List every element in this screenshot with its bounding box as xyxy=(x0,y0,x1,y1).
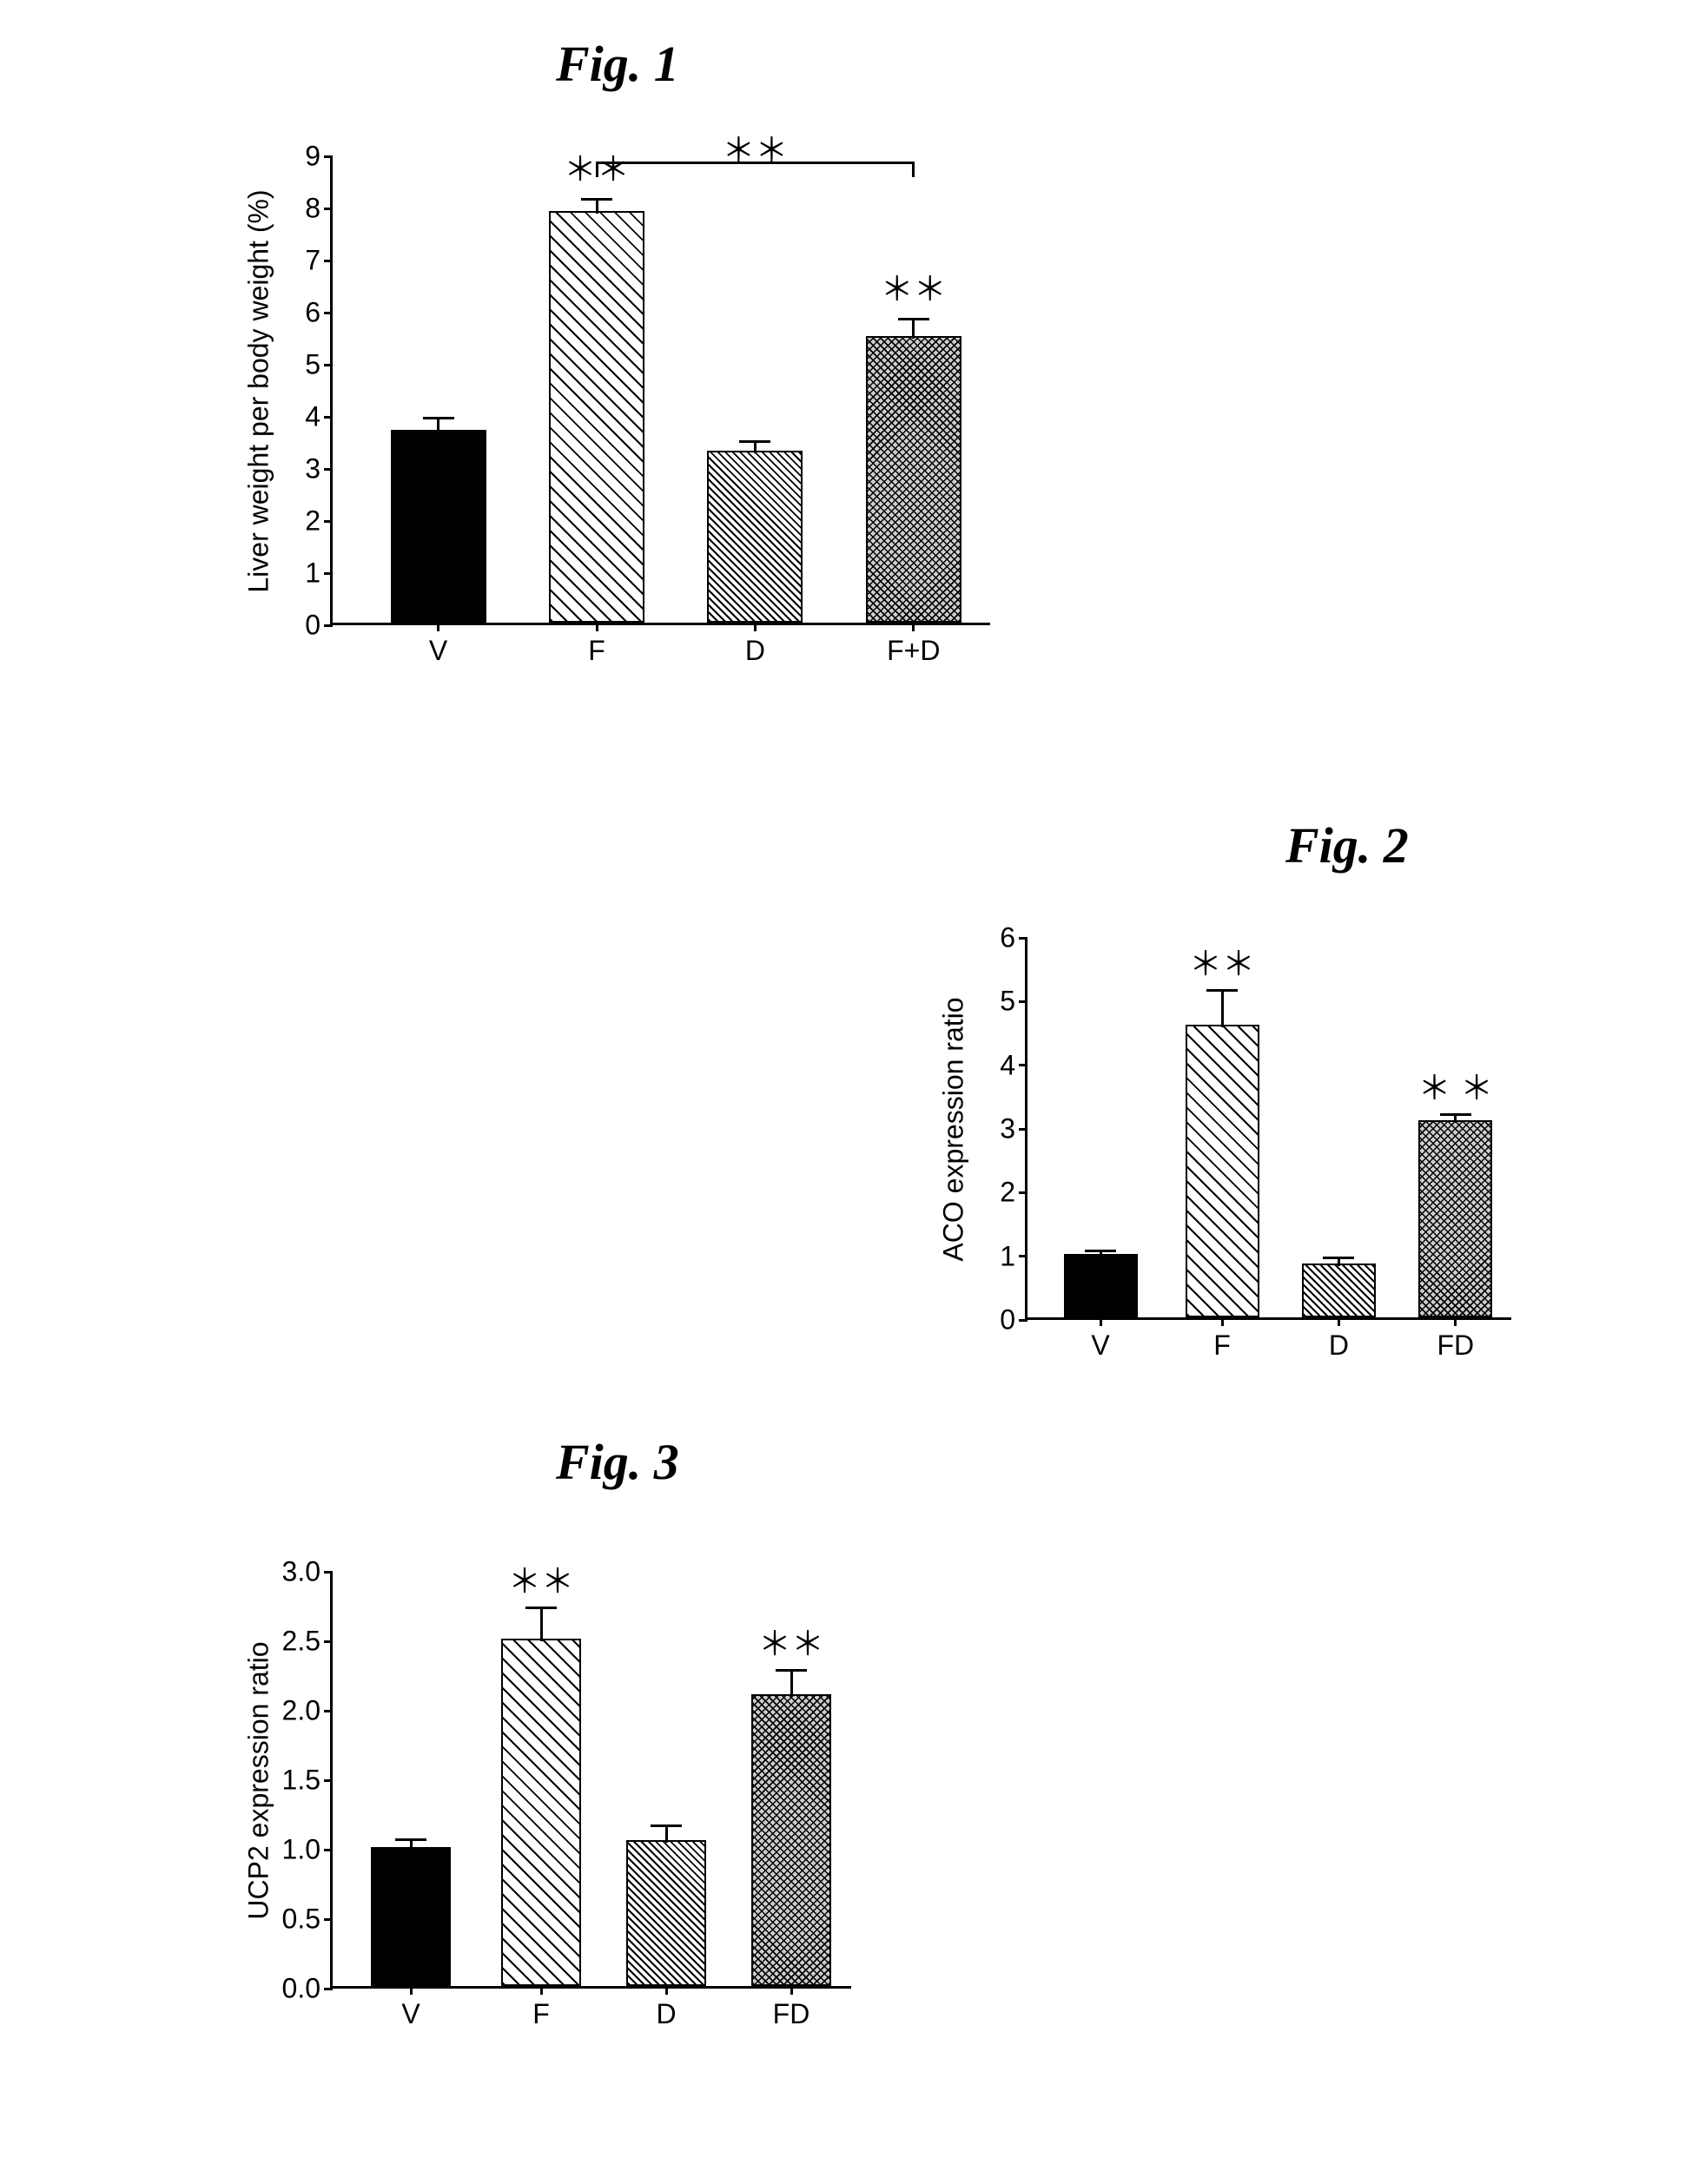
fig2-ytick-label: 0 xyxy=(1000,1304,1028,1336)
fig1-title: Fig. 1 xyxy=(556,35,679,93)
fig3-plot-area: 0.00.51.01.52.02.53.0UCP2 expression rat… xyxy=(330,1572,851,1989)
fig2-bar-D xyxy=(1302,1264,1376,1317)
fig1-xtick-label: D xyxy=(745,623,765,667)
fig3-xtick-label: D xyxy=(656,1986,676,2030)
fig3-ytick-label: 0.0 xyxy=(282,1973,333,2005)
fig3-errorbar-cap xyxy=(525,1607,557,1609)
fig3-ytick-label: 2.5 xyxy=(282,1626,333,1658)
fig1-xtick-label: F xyxy=(588,623,605,667)
fig1-ytick-label: 6 xyxy=(305,297,333,329)
fig3-significance-marker: ＊＊ xyxy=(508,1554,574,1602)
fig2-bar-F xyxy=(1186,1025,1259,1317)
fig1-bar-D xyxy=(707,451,803,623)
fig1-ytick-label: 8 xyxy=(305,193,333,225)
fig1-bracket-label: ＊＊ xyxy=(722,123,788,171)
fig2-ytick-label: 2 xyxy=(1000,1177,1028,1209)
fig2-significance-marker: ＊ ＊ xyxy=(1418,1061,1494,1109)
fig2-errorbar-cap xyxy=(1440,1113,1471,1116)
fig1-errorbar-cap xyxy=(423,417,454,419)
fig1-ytick-label: 0 xyxy=(305,610,333,642)
fig3-errorbar xyxy=(665,1824,668,1843)
fig1-plot-area: 0123456789Liver weight per body weight (… xyxy=(330,156,990,625)
fig2-title: Fig. 2 xyxy=(1285,816,1409,874)
fig1-ytick-label: 2 xyxy=(305,505,333,538)
fig3-errorbar-cap xyxy=(651,1824,682,1827)
fig3-chart: 0.00.51.01.52.02.53.0UCP2 expression rat… xyxy=(330,1572,851,1989)
fig3-ytick-label: 1.0 xyxy=(282,1834,333,1866)
fig3-ytick-label: 1.5 xyxy=(282,1765,333,1797)
fig2-bar-V xyxy=(1064,1254,1138,1317)
fig3-significance-marker: ＊＊ xyxy=(758,1617,824,1665)
fig2-xtick-label: F xyxy=(1213,1317,1231,1362)
fig2-ytick-label: 1 xyxy=(1000,1240,1028,1272)
fig3-ytick-label: 0.5 xyxy=(282,1904,333,1936)
fig3-title: Fig. 3 xyxy=(556,1433,679,1491)
fig2-chart: 0123456ACO expression ratioVFDFD＊＊＊ ＊ xyxy=(1025,938,1511,1320)
fig2-errorbar-cap xyxy=(1206,989,1238,992)
fig2-xtick-label: D xyxy=(1329,1317,1349,1362)
fig1-errorbar xyxy=(912,318,915,339)
fig2-ylabel: ACO expression ratio xyxy=(938,939,970,1321)
fig1-ytick-label: 3 xyxy=(305,453,333,485)
fig1-ytick-label: 7 xyxy=(305,245,333,277)
fig3-xtick-label: F xyxy=(532,1986,550,2030)
fig1-xtick-label: V xyxy=(429,623,447,667)
fig1-ytick-label: 1 xyxy=(305,558,333,590)
fig2-ytick-label: 4 xyxy=(1000,1049,1028,1081)
fig2-ytick-label: 5 xyxy=(1000,986,1028,1018)
fig2-bar-FD xyxy=(1418,1120,1492,1317)
fig3-errorbar xyxy=(540,1607,543,1641)
fig2-plot-area: 0123456ACO expression ratioVFDFD＊＊＊ ＊ xyxy=(1025,938,1511,1320)
fig3-bar-D xyxy=(626,1840,706,1986)
fig1-ytick-label: 9 xyxy=(305,141,333,173)
fig1-significance-marker: ＊＊ xyxy=(881,262,947,310)
fig3-errorbar-cap xyxy=(776,1669,807,1672)
fig1-chart: 0123456789Liver weight per body weight (… xyxy=(330,156,990,625)
fig3-errorbar xyxy=(790,1669,793,1697)
fig1-bar-V xyxy=(391,430,486,623)
fig2-ytick-label: 6 xyxy=(1000,922,1028,954)
fig1-errorbar-cap xyxy=(898,318,929,320)
fig1-xtick-label: F+D xyxy=(887,623,940,667)
fig2-xtick-label: V xyxy=(1091,1317,1109,1362)
fig1-ylabel: Liver weight per body weight (%) xyxy=(243,157,275,626)
fig1-bar-F xyxy=(549,211,644,623)
fig2-significance-marker: ＊＊ xyxy=(1189,937,1255,985)
fig3-bar-F xyxy=(501,1639,581,1986)
fig3-errorbar-cap xyxy=(395,1838,426,1841)
fig2-errorbar-cap xyxy=(1085,1250,1116,1252)
fig3-ylabel: UCP2 expression ratio xyxy=(243,1573,275,1989)
fig3-bar-V xyxy=(371,1847,451,1986)
fig1-bar-F+D xyxy=(866,336,961,623)
fig3-xtick-label: V xyxy=(401,1986,420,2030)
fig3-bar-FD xyxy=(751,1694,831,1986)
fig3-ytick-label: 2.0 xyxy=(282,1695,333,1727)
fig1-ytick-label: 4 xyxy=(305,401,333,433)
fig3-xtick-label: FD xyxy=(773,1986,810,2030)
fig1-errorbar-cap xyxy=(739,440,770,443)
fig1-bracket-drop xyxy=(596,162,598,177)
fig1-ytick-label: 5 xyxy=(305,349,333,381)
fig1-bracket-drop xyxy=(912,162,915,177)
fig2-errorbar xyxy=(1221,989,1224,1027)
fig2-xtick-label: FD xyxy=(1437,1317,1474,1362)
fig2-ytick-label: 3 xyxy=(1000,1113,1028,1145)
fig2-errorbar-cap xyxy=(1323,1257,1354,1259)
fig1-errorbar-cap xyxy=(581,198,612,201)
fig3-ytick-label: 3.0 xyxy=(282,1556,333,1588)
